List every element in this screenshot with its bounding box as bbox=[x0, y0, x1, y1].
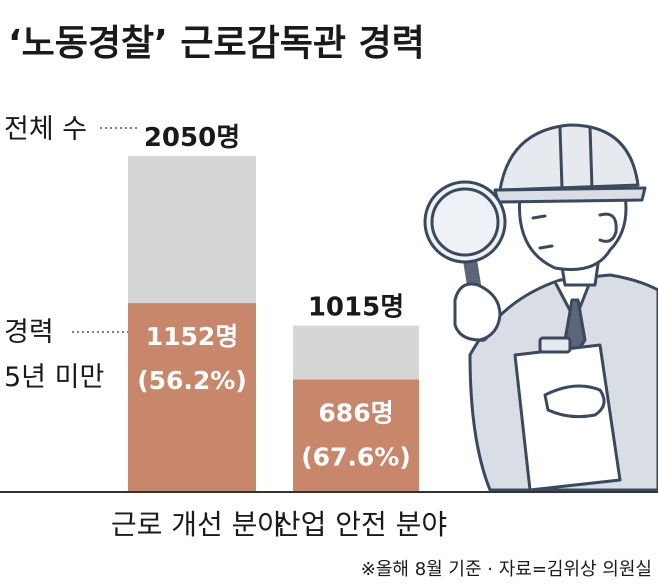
sub-count-label-산업: 686명 bbox=[318, 399, 393, 428]
legend-sub-label-line2: 5년 미만 bbox=[4, 362, 104, 393]
source-note: ※올해 8월 기준 · 자료=김위상 의원실 bbox=[361, 559, 652, 580]
bars-group bbox=[128, 156, 419, 492]
total-label-산업: 1015명 bbox=[308, 293, 404, 323]
total-label-근로: 2050명 bbox=[144, 123, 240, 153]
sub-pct-label-산업: (67.6%) bbox=[301, 443, 411, 472]
legend-sub-label-line1: 경력 bbox=[4, 317, 54, 348]
inspector-with-magnifier-icon bbox=[423, 123, 658, 492]
category-label-산업: 산업 안전 분야 bbox=[275, 508, 447, 541]
bar-sub-근로 bbox=[128, 303, 256, 492]
category-label-근로: 근로 개선 분야 bbox=[111, 508, 283, 541]
bar-sub-산업 bbox=[293, 379, 419, 492]
sub-pct-label-근로: (56.2%) bbox=[137, 366, 247, 395]
legend-total-label: 전체 수 bbox=[4, 114, 87, 145]
chart-title: ‘노동경찰’ 근로감독관 경력 bbox=[8, 23, 425, 64]
sub-count-label-근로: 1152명 bbox=[146, 322, 239, 351]
